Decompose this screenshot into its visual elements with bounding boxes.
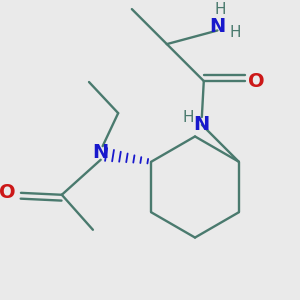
Text: N: N xyxy=(209,17,226,36)
Text: N: N xyxy=(93,142,109,161)
Text: H: H xyxy=(182,110,194,124)
Text: O: O xyxy=(248,71,265,91)
Text: H: H xyxy=(214,2,226,16)
Text: H: H xyxy=(229,25,241,40)
Text: O: O xyxy=(0,183,16,202)
Text: N: N xyxy=(194,115,210,134)
